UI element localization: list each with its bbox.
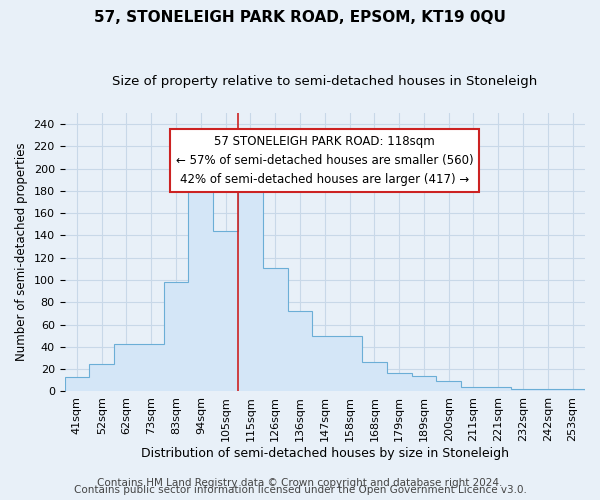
Text: 57, STONELEIGH PARK ROAD, EPSOM, KT19 0QU: 57, STONELEIGH PARK ROAD, EPSOM, KT19 0Q… — [94, 10, 506, 25]
Text: 57 STONELEIGH PARK ROAD: 118sqm
← 57% of semi-detached houses are smaller (560)
: 57 STONELEIGH PARK ROAD: 118sqm ← 57% of… — [176, 135, 473, 186]
Y-axis label: Number of semi-detached properties: Number of semi-detached properties — [15, 143, 28, 362]
Text: Contains HM Land Registry data © Crown copyright and database right 2024.: Contains HM Land Registry data © Crown c… — [97, 478, 503, 488]
X-axis label: Distribution of semi-detached houses by size in Stoneleigh: Distribution of semi-detached houses by … — [141, 447, 509, 460]
Title: Size of property relative to semi-detached houses in Stoneleigh: Size of property relative to semi-detach… — [112, 75, 538, 88]
Text: Contains public sector information licensed under the Open Government Licence v3: Contains public sector information licen… — [74, 485, 526, 495]
